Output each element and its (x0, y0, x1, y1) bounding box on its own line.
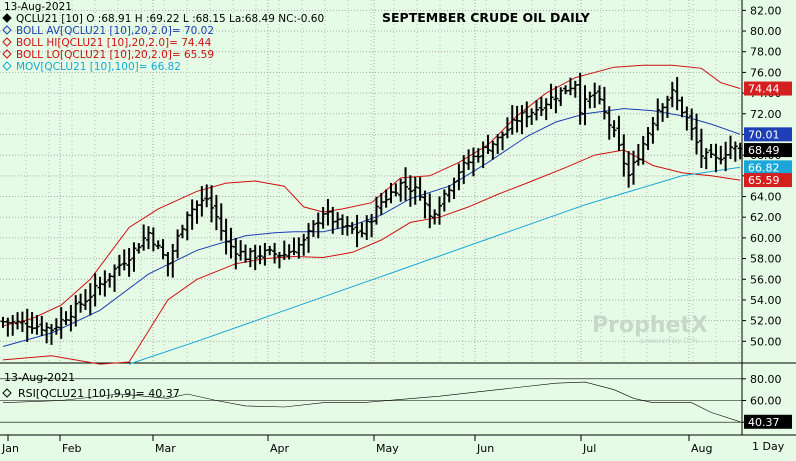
price-tick-label: 72.00 (750, 108, 782, 121)
legend-entry: BOLL LO[QCLU21 [10],20,2.0]= 65.59 (16, 49, 214, 61)
month-label: May (376, 442, 399, 455)
legend-diamond-icon (2, 25, 12, 35)
rsi-line (2, 381, 741, 423)
month-label: Jul (582, 442, 596, 455)
ohlc-bars (0, 72, 743, 345)
price-badge (744, 173, 792, 188)
price-badge (744, 81, 792, 96)
legend-entry: BOLL HI[QCLU21 [10],20,2.0]= 74.44 (16, 37, 212, 49)
rsi-last-badge (744, 414, 792, 429)
price-badge-label: 68.49 (748, 144, 780, 157)
watermark-subtitle: powered by DTN (640, 337, 698, 345)
price-tick-label: 54.00 (750, 294, 782, 307)
rsi-date: 13-Aug-2021 (4, 371, 75, 384)
month-label: Jun (476, 442, 494, 455)
indicator-mov (128, 166, 741, 365)
month-label: Apr (270, 442, 290, 455)
legend-entry: MOV[QCLU21 [10],100]= 66.82 (16, 61, 181, 73)
price-badge-label: 74.44 (748, 83, 780, 96)
rsi-tick-label: 80.00 (750, 373, 782, 386)
legend-diamond-icon (2, 49, 12, 59)
price-badge (744, 143, 792, 158)
price-tick-label: 80.00 (750, 25, 782, 38)
price-tick-label: 62.00 (750, 211, 782, 224)
grid-lines (0, 0, 742, 362)
price-tick-label: 58.00 (750, 253, 782, 266)
price-tick-label: 56.00 (750, 273, 782, 286)
legend: QCLU21 [10] O :68.91 H :69.22 L :68.15 L… (2, 13, 324, 73)
chart-date: 13-Aug-2021 (4, 1, 72, 13)
legend-diamond-icon (2, 37, 12, 47)
timeframe-label[interactable]: 1 Day (752, 440, 785, 453)
month-label: Aug (691, 442, 712, 455)
rsi-axis-ticks: 80.00 60.00 40.37 (742, 373, 792, 429)
price-tick-label: 50.00 (750, 335, 782, 348)
chart-title: SEPTEMBER CRUDE OIL DAILY (382, 10, 591, 25)
price-tick-label: 64.00 (750, 191, 782, 204)
legend-entry: QCLU21 [10] O :68.91 H :69.22 L :68.15 L… (16, 13, 324, 25)
rsi-last-badge-label: 40.37 (748, 416, 780, 429)
legend-entry: BOLL AV[QCLU21 [10],20,2.0]= 70.02 (16, 25, 214, 37)
rsi-tick-label: 60.00 (750, 395, 782, 408)
indicator-boll-hi (2, 64, 741, 327)
price-badge (744, 160, 792, 175)
price-tick-label: 76.00 (750, 66, 782, 79)
month-label: Mar (155, 442, 176, 455)
price-tick-label: 52.00 (750, 315, 782, 328)
price-axis[interactable] (742, 0, 796, 457)
price-tick-label: 82.00 (750, 4, 782, 17)
price-badge-label: 70.01 (748, 128, 780, 141)
price-badge-label: 66.82 (748, 161, 780, 174)
legend-diamond-icon (2, 61, 12, 71)
rsi-panel[interactable] (0, 367, 742, 433)
rsi-legend-diamond-icon (2, 388, 12, 398)
month-label: Jan (1, 442, 19, 455)
legend-diamond-icon (2, 13, 12, 23)
rsi-legend: RSI[QCLU21 [10],9,9]= 40.37 (18, 387, 180, 400)
rsi-series (2, 381, 741, 423)
price-badge (744, 127, 792, 142)
time-axis-labels: Jan Feb Mar Apr May Jun Jul Aug (1, 435, 712, 455)
price-badge-label: 65.59 (748, 174, 780, 187)
price-tick-label: 60.00 (750, 232, 782, 245)
month-label: Feb (62, 442, 81, 455)
rsi-grid-lines (0, 378, 742, 423)
prophetx-watermark: ProphetX (592, 313, 708, 338)
price-tick-label: 78.00 (750, 46, 782, 59)
